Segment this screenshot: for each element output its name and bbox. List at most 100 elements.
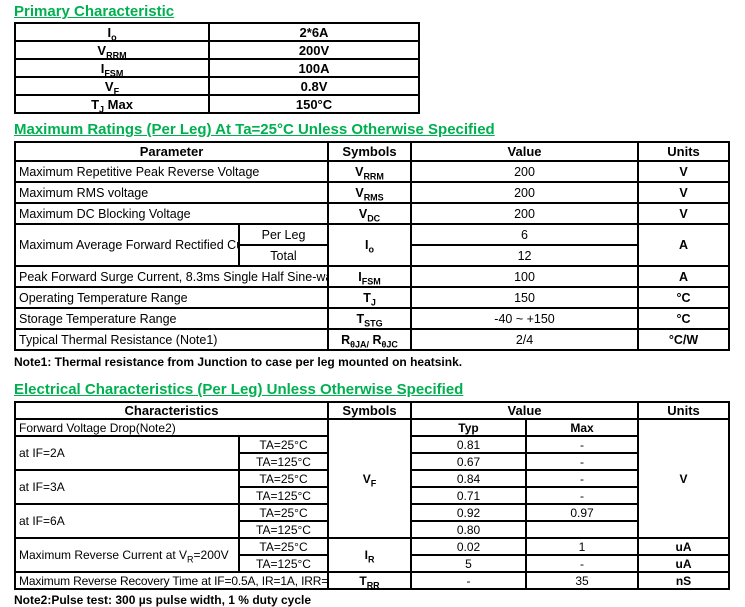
typ-value-cell: - — [410, 571, 528, 590]
symbol-base: T — [91, 96, 100, 112]
value-cell: 200 — [410, 160, 640, 183]
symbol-cell: RθJA/ RθJC — [327, 328, 413, 351]
symbol-sub: o — [111, 32, 117, 41]
column-header-value: Value — [410, 401, 640, 420]
column-header-parameter: Parameter — [13, 141, 330, 162]
electrical-characteristics-table: Characteristics Symbols Value Units Forw… — [13, 401, 731, 590]
condition-cell: TA=125°C — [237, 486, 330, 505]
value-cell: 200V — [208, 40, 420, 60]
symbol-base: I — [365, 238, 369, 252]
column-header-units: Units — [637, 141, 731, 162]
units-cell: °C — [637, 307, 731, 330]
symbol-sub: DC — [367, 213, 381, 223]
parameter-sub: R — [187, 554, 194, 565]
symbol-base: V — [362, 471, 371, 486]
condition-cell: TA=125°C — [237, 520, 330, 539]
value-cell: 150 — [410, 286, 640, 309]
max-value-cell: 1 — [525, 537, 640, 556]
table-row: Maximum Repetitive Peak Reverse Voltage … — [13, 160, 731, 183]
value-cell: -40 ~ +150 — [410, 307, 640, 330]
symbol-cell: TJ — [327, 286, 413, 309]
symbol-base: V — [358, 206, 368, 221]
max-value-cell: - — [525, 486, 640, 505]
symbol-sub: RR — [366, 579, 380, 589]
units-cell: °C/W — [637, 328, 731, 351]
table-row: TJ Max 150°C — [14, 94, 420, 114]
symbol-sub: RMS — [363, 192, 384, 202]
table-row: Peak Forward Surge Current, 8.3ms Single… — [13, 265, 731, 288]
value-cell: 200 — [410, 181, 640, 204]
parameter-cell: Maximum Average Forward Rectified Curren… — [14, 223, 240, 267]
symbol-base: I — [358, 269, 362, 284]
symbol-base: I — [364, 548, 368, 562]
condition-cell: TA=125°C — [237, 554, 330, 573]
parameter-cell: Peak Forward Surge Current, 8.3ms Single… — [13, 265, 330, 288]
symbol-base: T — [356, 311, 365, 326]
table-row: at IF=3A TA=25°C 0.84 - — [14, 469, 729, 505]
symbol-cell: VRRM — [327, 160, 413, 183]
symbol-base: V — [355, 185, 364, 200]
value-cell: 2*6A — [208, 22, 420, 42]
symbol-base: T — [359, 573, 367, 588]
symbol-cell: VRMS — [327, 181, 413, 204]
symbol-sub: o — [368, 244, 375, 255]
symbol-sub: F — [113, 86, 120, 95]
condition-cell: Per Leg — [237, 223, 330, 246]
units-cell: nS — [637, 571, 731, 590]
table-row: TA=125°C 0.80 — [15, 520, 729, 539]
parameter-cell: Forward Voltage Drop(Note2) — [13, 418, 330, 437]
value-cell: 200 — [410, 202, 640, 225]
units-cell: A — [637, 223, 731, 267]
max-value-cell: - — [525, 452, 640, 471]
parameter-cell: Maximum Repetitive Peak Reverse Voltage — [13, 160, 330, 183]
symbol-cell: IFSM — [327, 265, 413, 288]
column-header-value: Value — [410, 141, 640, 162]
symbol-sub: RRM — [106, 50, 127, 59]
units-cell: uA — [637, 537, 731, 556]
symbol-cell: VF — [327, 418, 413, 539]
value-cell: 12 — [410, 244, 640, 267]
column-header-characteristics: Characteristics — [13, 401, 330, 420]
typ-value-cell: 0.02 — [410, 537, 528, 556]
symbol-sub: FSM — [104, 68, 124, 77]
symbol-cell: TSTG — [327, 307, 413, 330]
units-cell: V — [637, 160, 731, 183]
symbol-cell: VDC — [327, 202, 413, 225]
table-row: Storage Temperature Range TSTG -40 ~ +15… — [13, 307, 731, 330]
condition-cell: TA=25°C — [237, 537, 330, 556]
symbol-sub: FSM — [361, 276, 381, 286]
max-value-cell: 35 — [525, 571, 640, 590]
table-row: at IF=2A TA=25°C 0.81 - — [14, 435, 729, 471]
table-row: Typical Thermal Resistance (Note1) RθJA/… — [13, 328, 731, 351]
symbol-sub: R — [367, 554, 375, 565]
maximum-ratings-table: Parameter Symbols Value Units Maximum Re… — [13, 141, 731, 351]
symbol-cell: IFSM — [14, 58, 210, 78]
maximum-ratings-heading: Maximum Ratings (Per Leg) At Ta=25°C Unl… — [14, 121, 495, 138]
symbol-cell: Io — [14, 22, 210, 42]
units-cell: V — [637, 181, 731, 204]
symbol-sub: RRM — [363, 171, 384, 181]
table-row: IFSM 100A — [14, 58, 420, 78]
parameter-cell: Operating Temperature Range — [13, 286, 330, 309]
typ-value-cell: 0.71 — [410, 486, 528, 505]
table-row: at IF=6A TA=25°C 0.92 0.97 — [14, 503, 729, 539]
units-cell: uA — [637, 554, 731, 573]
table-row: TA=125°C 0.71 - — [15, 486, 729, 505]
table-row: Io 2*6A — [14, 22, 420, 42]
column-header-symbols: Symbols — [327, 141, 413, 162]
primary-characteristic-table: Io 2*6A VRRM 200V IFSM 100A VF 0.8V TJ M… — [14, 22, 420, 114]
symbol-base: V — [97, 42, 107, 58]
symbol-base: T — [363, 290, 371, 305]
max-value-cell: 0.97 — [525, 503, 640, 522]
symbol-sub: J — [99, 104, 105, 113]
parameter-cell: at IF=2A — [14, 435, 240, 471]
max-value-cell: - — [525, 554, 640, 573]
condition-cell: TA=125°C — [237, 452, 330, 471]
table-row: VF 0.8V — [14, 76, 420, 96]
parameter-text: =200V — [193, 548, 229, 562]
parameter-cell: Typical Thermal Resistance (Note1) — [13, 328, 330, 351]
table-row: Forward Voltage Drop(Note2) VF Typ Max V — [13, 418, 731, 539]
max-value-cell: - — [525, 435, 640, 454]
symbol-cell: TJ Max — [14, 94, 210, 114]
